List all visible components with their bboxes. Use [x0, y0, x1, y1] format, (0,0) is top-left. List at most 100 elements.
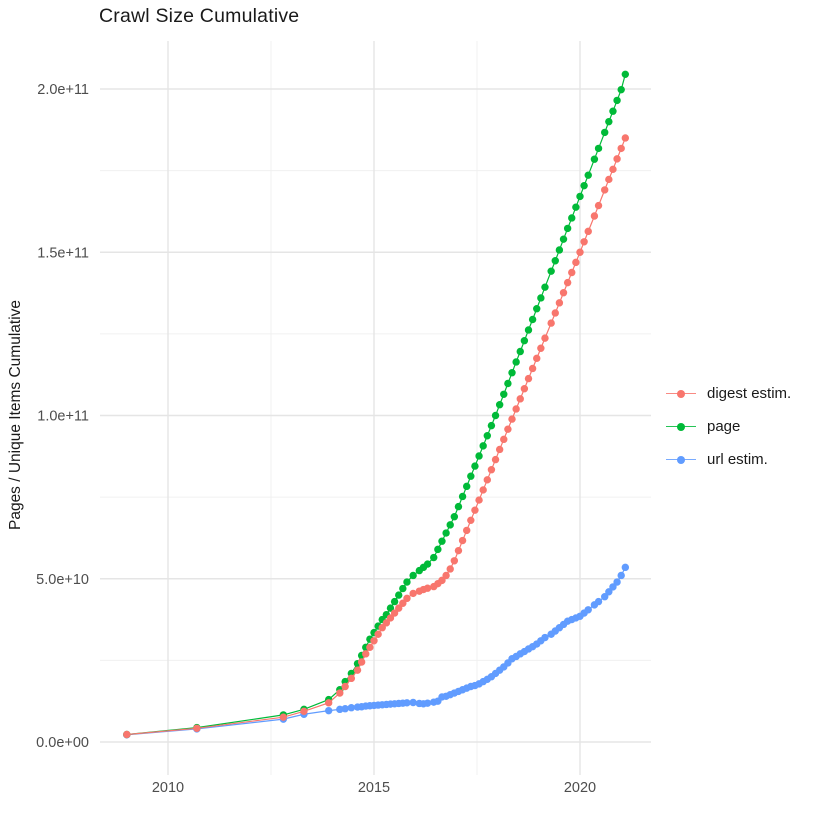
data-point-page [395, 591, 403, 599]
data-point-digest-estim [605, 175, 613, 184]
data-point-digest-estim [547, 319, 555, 327]
data-point-digest-estim [390, 609, 399, 617]
data-point-page [403, 578, 411, 586]
y-tick-label: 1.0e+11 [37, 409, 89, 425]
data-point-url-estim [347, 704, 356, 712]
data-point-digest-estim [442, 571, 450, 580]
data-point-digest-estim [500, 435, 508, 444]
data-point-digest-estim [512, 405, 520, 413]
data-point-page [430, 553, 438, 562]
data-point-page [537, 294, 545, 302]
data-point-page [520, 337, 529, 345]
data-point-page [512, 358, 520, 366]
data-point-page [386, 604, 395, 612]
series-line-digest-estim [126, 137, 626, 736]
data-point-url-estim [601, 593, 609, 601]
data-point-page [390, 597, 399, 606]
legend-item-label: page [707, 418, 741, 435]
data-point-digest-estim [409, 589, 417, 598]
legend: digest estim. page url estim. [666, 377, 791, 476]
data-point-digest-estim [537, 344, 545, 352]
data-point-digest-estim [524, 374, 533, 383]
data-point-page [479, 442, 487, 450]
data-point-digest-estim [279, 713, 288, 721]
data-point-page [563, 224, 572, 233]
series-digest-estim [123, 134, 630, 739]
data-point-page [594, 144, 603, 153]
data-point-page [442, 529, 450, 537]
data-point-page [458, 492, 467, 501]
data-point-url-estim [609, 583, 617, 591]
data-point-digest-estim [362, 650, 370, 658]
data-point-digest-estim [341, 682, 349, 691]
data-point-page [584, 171, 592, 179]
data-point-digest-estim [446, 565, 454, 573]
data-point-digest-estim [395, 604, 403, 612]
data-point-page [491, 411, 500, 420]
data-point-digest-estim [403, 594, 411, 603]
data-point-page [528, 315, 537, 324]
data-point-page [409, 571, 417, 580]
data-point-page [454, 502, 463, 511]
data-point-digest-estim [495, 445, 504, 454]
legend-item-label: url estim. [707, 451, 768, 468]
line-with-point-key-icon [666, 420, 696, 434]
legend-key-dot [677, 422, 685, 431]
data-point-digest-estim [463, 526, 471, 535]
data-point-url-estim [594, 597, 603, 606]
data-point-page [471, 462, 479, 470]
data-point-digest-estim [370, 637, 378, 645]
data-point-page [438, 537, 446, 545]
data-point-url-estim [613, 578, 621, 586]
data-point-page [467, 472, 475, 480]
data-point-page [576, 192, 584, 201]
data-point-digest-estim [551, 309, 559, 317]
data-point-page [463, 482, 471, 491]
data-point-page [475, 452, 483, 460]
data-point-url-estim [403, 699, 411, 707]
data-point-url-estim [341, 704, 349, 713]
data-point-page [504, 379, 512, 388]
data-point-digest-estim [609, 165, 617, 174]
data-point-digest-estim [617, 144, 625, 153]
y-tick-label: 2.0e+11 [37, 82, 89, 98]
data-point-digest-estim [450, 557, 459, 565]
data-point-digest-estim [491, 455, 500, 464]
data-point-page [516, 347, 524, 356]
data-point-digest-estim [193, 724, 201, 732]
y-tick-label: 1.5e+11 [37, 245, 89, 261]
series-url-estim [123, 563, 630, 739]
data-point-page [487, 421, 496, 430]
data-point-digest-estim [568, 268, 576, 277]
data-point-page [450, 513, 459, 521]
data-point-digest-estim [378, 624, 386, 632]
data-point-page [423, 560, 432, 568]
data-point-page [559, 235, 568, 243]
data-point-digest-estim [479, 486, 487, 494]
data-point-page [547, 267, 555, 275]
line-with-point-key-icon [666, 453, 696, 467]
data-point-url-estim [541, 633, 549, 642]
data-point-digest-estim [621, 134, 630, 142]
data-point-page [399, 584, 407, 593]
legend-key-dot [677, 455, 685, 464]
data-point-digest-estim [123, 730, 131, 739]
data-point-page [568, 214, 576, 222]
data-point-page [601, 128, 609, 137]
data-point-digest-estim [520, 385, 529, 393]
data-point-digest-estim [475, 496, 483, 504]
data-point-digest-estim [324, 699, 333, 707]
data-point-page [446, 521, 454, 529]
data-point-page [605, 117, 613, 126]
data-point-digest-estim [374, 630, 382, 638]
legend-item-digest-estim: digest estim. [666, 377, 791, 410]
data-point-page [555, 246, 564, 254]
data-point-url-estim [324, 706, 333, 715]
data-point-digest-estim [590, 212, 599, 220]
x-tick-label: 2020 [564, 780, 596, 796]
x-tick-label: 2015 [358, 780, 390, 796]
data-point-url-estim [409, 698, 417, 707]
data-point-page [580, 181, 588, 190]
data-point-page [613, 96, 621, 105]
